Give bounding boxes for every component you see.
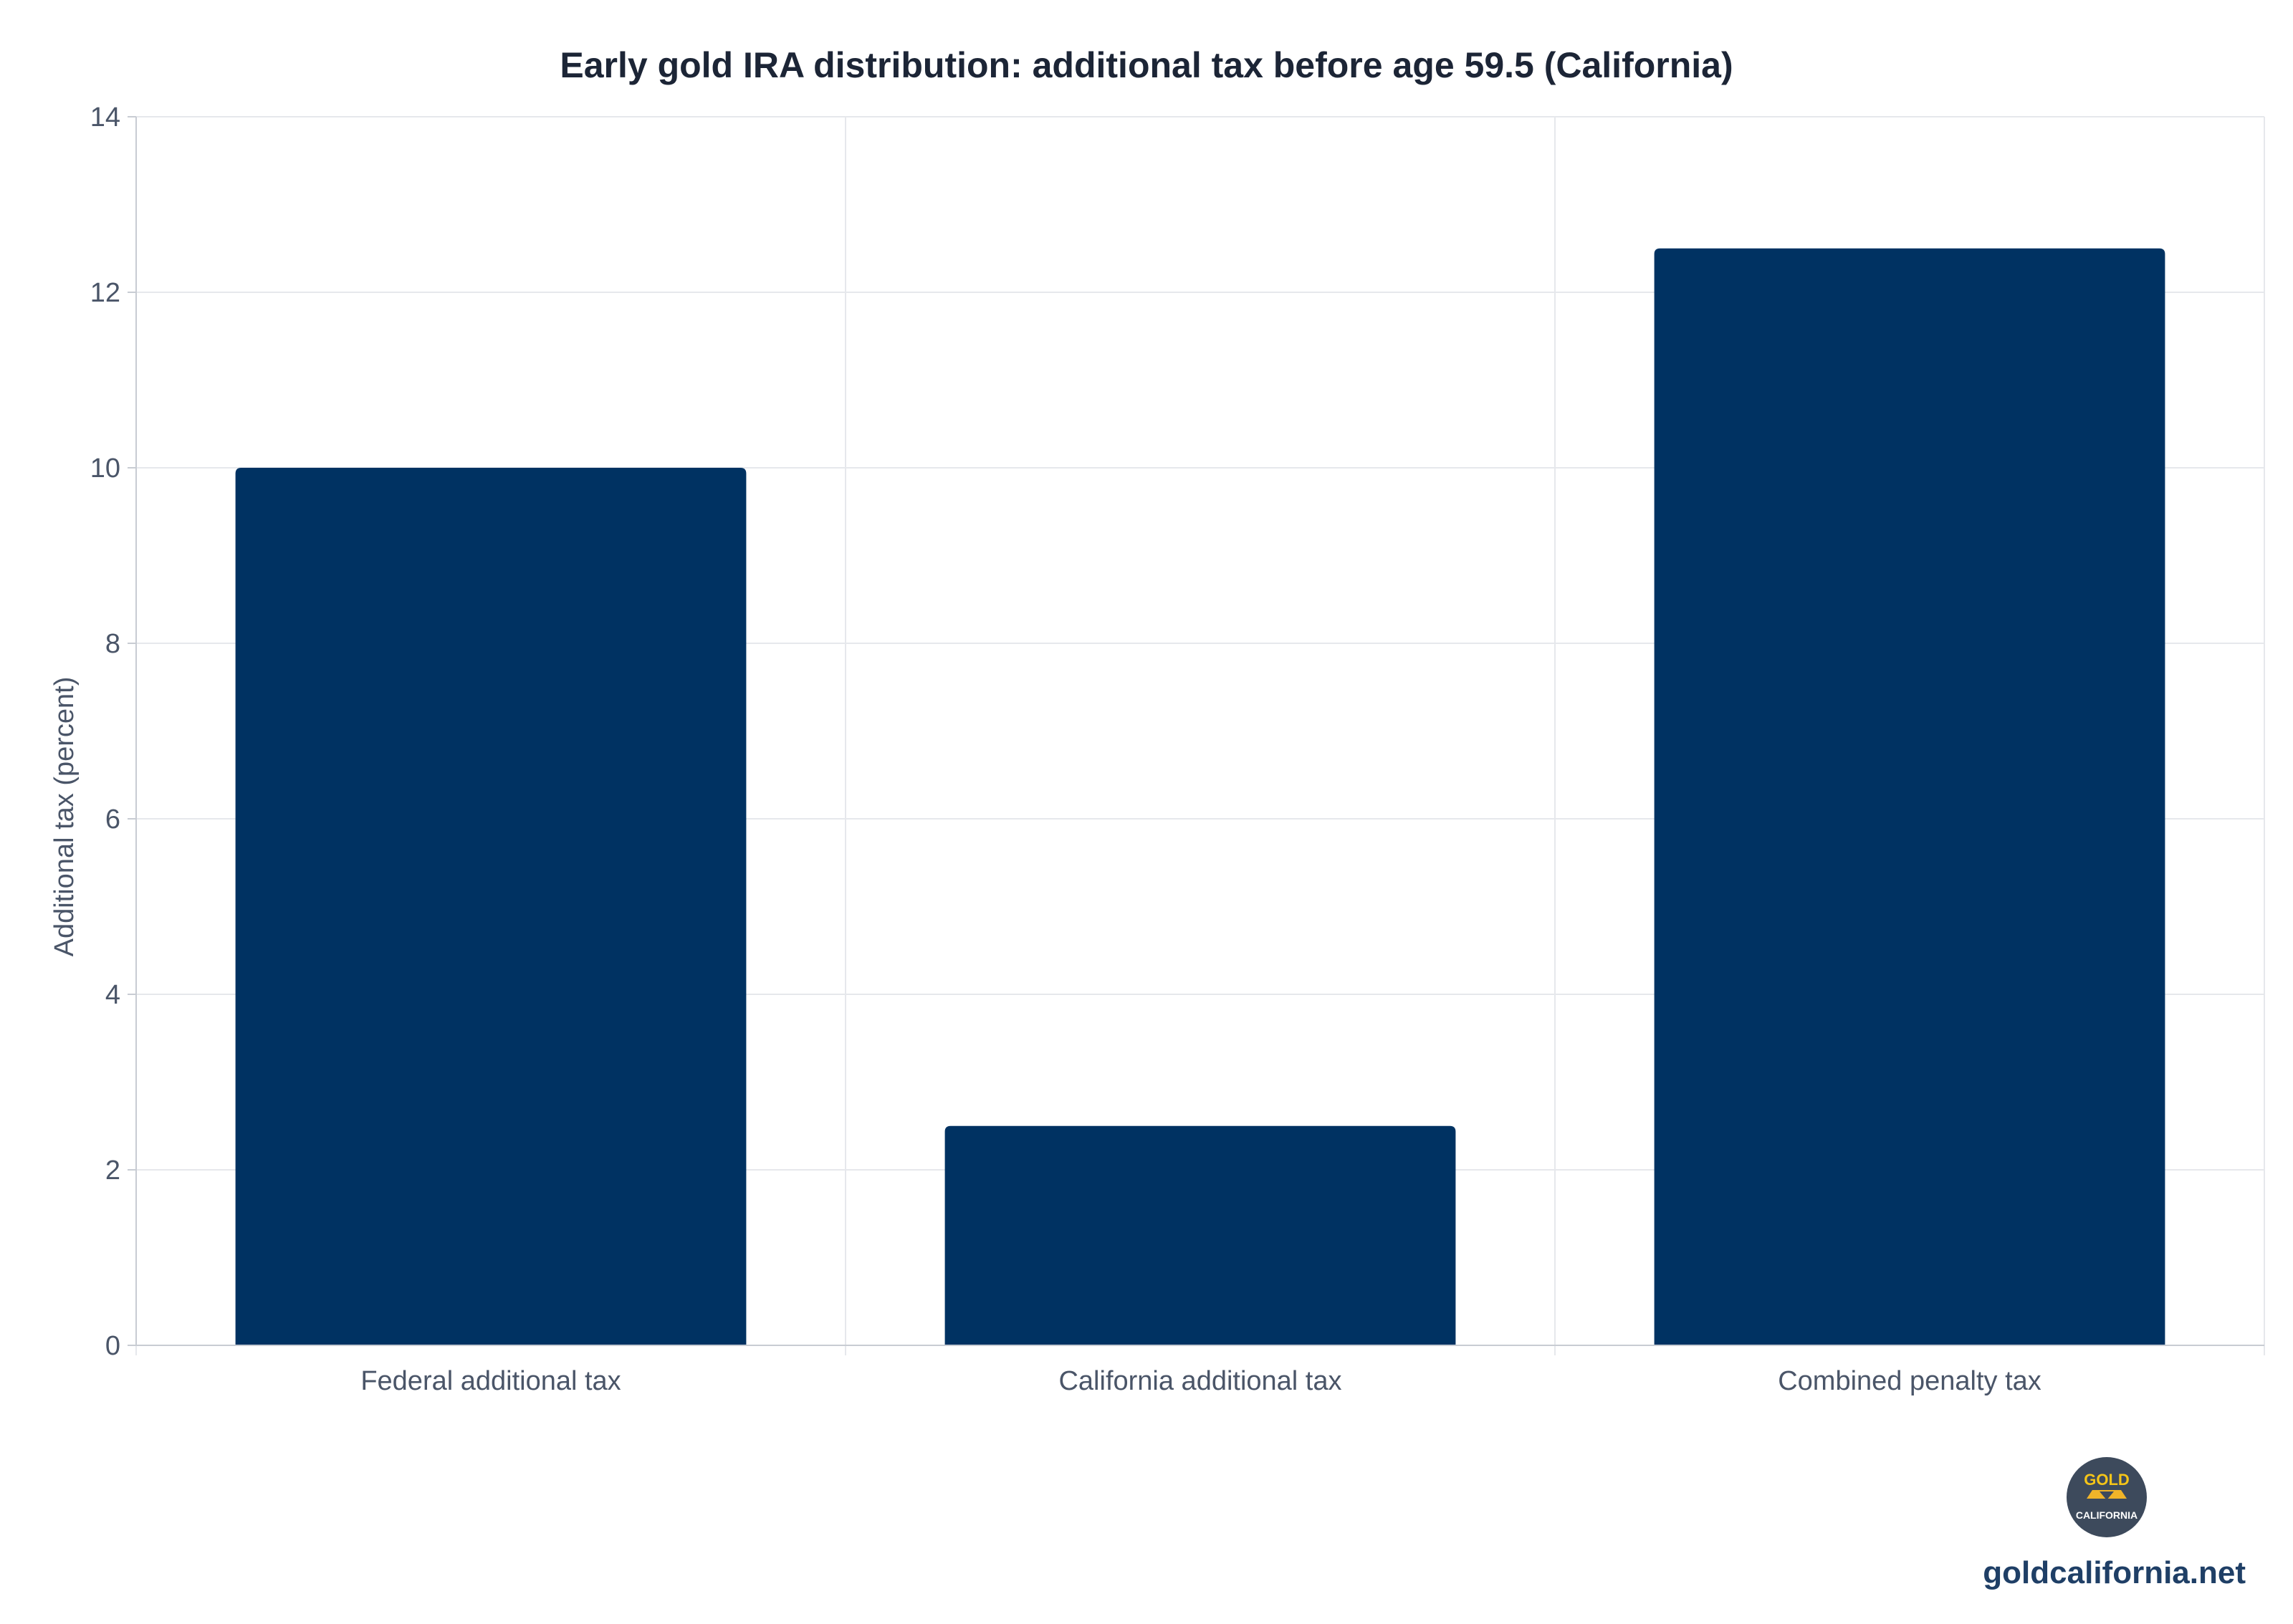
logo-text-bottom: CALIFORNIA xyxy=(2076,1509,2138,1521)
axes: 0 2 4 6 8 10 12 14 Federal additional tax Califor… xyxy=(90,102,2264,1396)
bars xyxy=(235,248,2165,1345)
site-url: goldcalifornia.net xyxy=(1983,1555,2246,1590)
y-axis-label: Additional tax (percent) xyxy=(49,677,80,957)
y-tick-label: 2 xyxy=(105,1155,120,1186)
logo-text-top: GOLD xyxy=(2084,1471,2130,1489)
x-tick-label: California additional tax xyxy=(1058,1366,1341,1396)
bar-california-additional-tax xyxy=(944,1125,1456,1345)
bar-combined-penalty-tax xyxy=(1654,248,2165,1345)
y-tick-label: 14 xyxy=(90,102,120,133)
gold-california-logo: GOLD CALIFORNIA xyxy=(2067,1457,2147,1537)
bar-federal-additional-tax xyxy=(235,468,747,1345)
y-tick-label: 6 xyxy=(105,804,120,835)
chart-title: Early gold IRA distribution: additional … xyxy=(560,45,1733,85)
y-tick-label: 10 xyxy=(90,453,120,484)
logo-chevron xyxy=(2100,1491,2114,1500)
x-tick-label: Federal additional tax xyxy=(360,1366,621,1396)
x-tick-label: Combined penalty tax xyxy=(1778,1366,2041,1396)
y-tick-label: 4 xyxy=(105,980,120,1010)
y-tick-label: 8 xyxy=(105,629,120,659)
y-tick-label: 0 xyxy=(105,1331,120,1361)
y-tick-label: 12 xyxy=(90,278,120,308)
